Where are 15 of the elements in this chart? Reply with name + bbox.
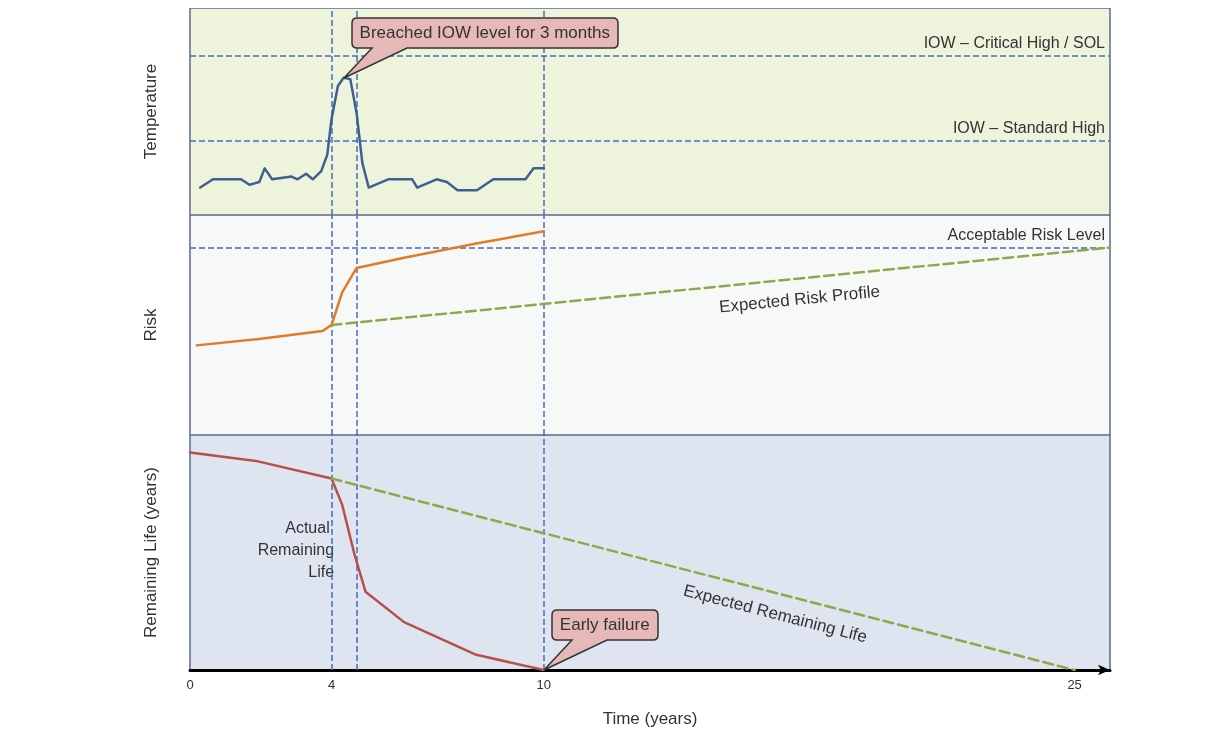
- series-label: Actual Remaining Life: [257, 519, 335, 581]
- y-axis-title: Temperature: [140, 63, 160, 160]
- y-axis-title: Risk: [140, 307, 160, 342]
- x-axis-title: Time (years): [602, 709, 698, 728]
- x-tick-label: 4: [327, 677, 336, 692]
- x-tick-label: 25: [1067, 677, 1082, 692]
- ref-line-label: IOW – Critical High / SOL: [923, 34, 1106, 52]
- ref-line-label: IOW – Standard High: [952, 119, 1105, 137]
- text: Expected Risk Profile: [718, 281, 881, 317]
- ref-line-label: Acceptable Risk Level: [947, 226, 1105, 244]
- annotation: Breached IOW level for 3 months: [358, 21, 611, 44]
- x-tick-label: 10: [536, 677, 552, 692]
- annotation: Early failure: [558, 614, 651, 636]
- x-tick-label: 0: [186, 677, 194, 692]
- y-axis-title: Remaining Life (years): [140, 466, 160, 639]
